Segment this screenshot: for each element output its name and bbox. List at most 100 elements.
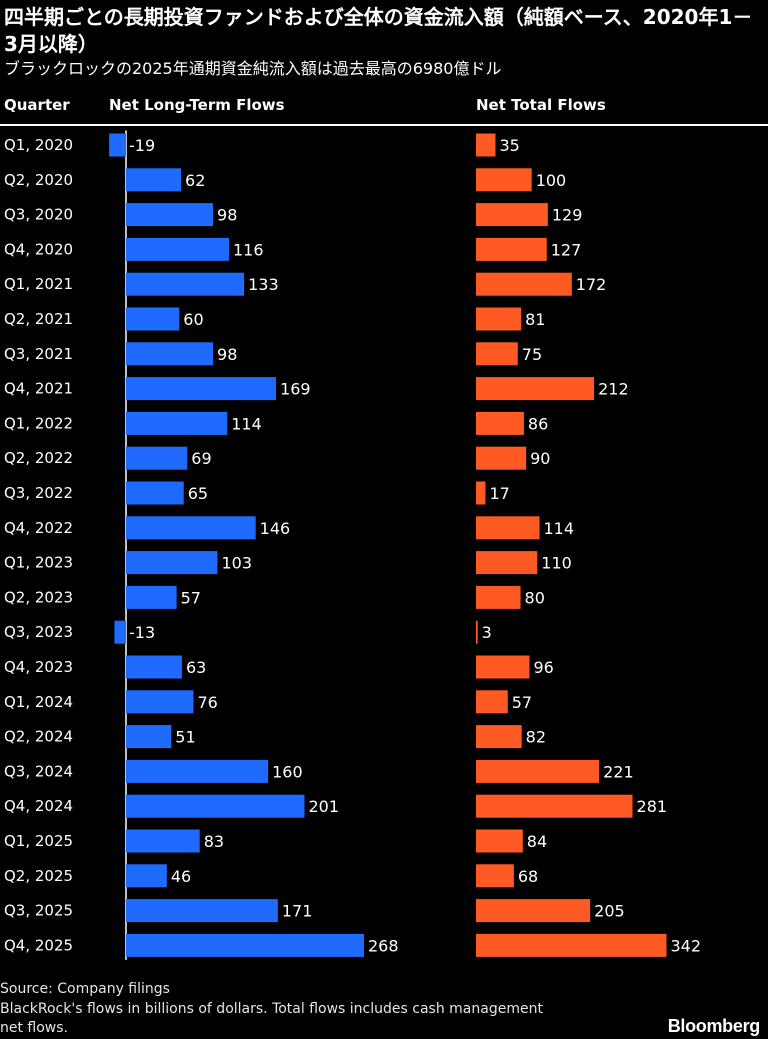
quarter-label: Q2, 2025	[4, 867, 73, 885]
total-value-label: 57	[512, 693, 532, 712]
long-term-value-label: 69	[191, 449, 211, 468]
quarter-label: Q3, 2021	[4, 345, 73, 363]
quarter-label: Q1, 2020	[4, 136, 73, 154]
header-divider	[0, 124, 768, 126]
total-value-label: 114	[543, 519, 574, 538]
total-bar	[476, 551, 538, 575]
total-value-label: 100	[536, 171, 567, 190]
total-bar	[476, 272, 572, 296]
total-bar	[476, 933, 667, 957]
total-value-label: 110	[541, 554, 572, 573]
total-bar	[476, 829, 523, 853]
total-value-label: 221	[603, 762, 634, 781]
long-term-bar	[126, 829, 200, 853]
long-term-bar	[126, 585, 177, 609]
long-term-value-label: 51	[175, 728, 195, 747]
long-term-value-label: 83	[204, 832, 224, 851]
long-term-bar	[126, 237, 230, 261]
long-term-bar	[126, 759, 269, 783]
long-term-bar	[126, 446, 188, 470]
quarter-label: Q4, 2021	[4, 380, 73, 398]
total-value-label: 3	[482, 623, 492, 642]
long-term-value-label: 171	[282, 902, 313, 921]
total-bar	[476, 307, 522, 331]
long-term-bar	[126, 899, 278, 923]
long-term-bar	[126, 342, 214, 366]
total-bar	[476, 446, 527, 470]
quarter-label: Q2, 2023	[4, 588, 73, 606]
total-value-label: 96	[533, 658, 553, 677]
total-bar	[476, 481, 486, 505]
source-note: Source: Company filings	[0, 981, 170, 997]
total-value-label: 172	[576, 275, 607, 294]
footnote: BlackRock's flows in billions of dollars…	[0, 1001, 543, 1036]
long-term-bar	[126, 864, 167, 888]
total-bar	[476, 690, 508, 714]
quarter-label: Q1, 2024	[4, 693, 73, 711]
long-term-value-label: 103	[221, 554, 252, 573]
total-value-label: 212	[598, 380, 629, 399]
long-term-value-label: 268	[368, 936, 399, 955]
quarter-label: Q4, 2020	[4, 240, 73, 258]
quarter-label: Q2, 2020	[4, 171, 73, 189]
long-term-flows-header: Net Long-Term Flows	[109, 96, 285, 114]
total-value-label: 68	[518, 867, 538, 886]
total-bar	[476, 237, 547, 261]
chart-subtitle: ブラックロックの2025年通期資金純流入額は過去最高の6980億ドル	[4, 59, 502, 78]
quarter-label: Q2, 2021	[4, 310, 73, 328]
quarter-label: Q4, 2022	[4, 519, 73, 537]
long-term-bar	[126, 794, 305, 818]
long-term-value-label: 98	[217, 206, 237, 225]
quarter-label: Q1, 2021	[4, 275, 73, 293]
long-term-value-label: 63	[186, 658, 206, 677]
quarter-label: Q2, 2024	[4, 728, 73, 746]
long-term-bar	[126, 411, 228, 435]
long-term-value-label: 133	[248, 275, 279, 294]
quarter-label: Q4, 2025	[4, 936, 73, 954]
long-term-bar	[126, 377, 277, 401]
quarter-column-header: Quarter	[4, 96, 70, 114]
long-term-value-label: -19	[129, 136, 155, 155]
long-term-value-label: 169	[280, 380, 311, 399]
quarter-label: Q1, 2022	[4, 414, 73, 432]
long-term-bar	[126, 481, 184, 505]
total-bar	[476, 203, 548, 227]
quarter-label: Q3, 2024	[4, 762, 73, 780]
total-bar	[476, 342, 518, 366]
total-value-label: 86	[528, 414, 548, 433]
total-value-label: 205	[594, 902, 625, 921]
total-bar	[476, 585, 521, 609]
long-term-value-label: 76	[197, 693, 217, 712]
total-value-label: 281	[637, 797, 668, 816]
total-flows-header: Net Total Flows	[476, 96, 606, 114]
quarter-label: Q4, 2023	[4, 658, 73, 676]
total-bar	[476, 377, 595, 401]
total-bar	[476, 899, 591, 923]
total-value-label: 82	[526, 728, 546, 747]
long-term-value-label: 57	[181, 588, 201, 607]
quarter-label: Q3, 2023	[4, 623, 73, 641]
quarter-label: Q4, 2024	[4, 797, 73, 815]
long-term-value-label: 65	[188, 484, 208, 503]
long-term-bar	[126, 516, 256, 540]
long-term-bar	[126, 203, 214, 227]
total-value-label: 35	[499, 136, 519, 155]
total-bar	[476, 411, 524, 435]
total-bar	[476, 620, 478, 644]
total-bar	[476, 725, 522, 749]
long-term-bar	[126, 690, 194, 714]
long-term-bar	[126, 655, 182, 679]
total-value-label: 129	[552, 206, 583, 225]
long-term-value-label: 62	[185, 171, 205, 190]
total-value-label: 84	[527, 832, 547, 851]
quarter-label: Q3, 2022	[4, 484, 73, 502]
long-term-bar	[126, 272, 245, 296]
long-term-bar	[126, 725, 172, 749]
total-value-label: 81	[525, 310, 545, 329]
long-term-value-label: 146	[260, 519, 291, 538]
chart-title: 四半期ごとの長期投資ファンドおよび全体の資金流入額（純額ベース、2020年1－3…	[4, 5, 753, 56]
total-bar	[476, 133, 496, 157]
total-bar	[476, 864, 514, 888]
long-term-bar	[126, 168, 182, 192]
long-term-bar	[126, 551, 218, 575]
